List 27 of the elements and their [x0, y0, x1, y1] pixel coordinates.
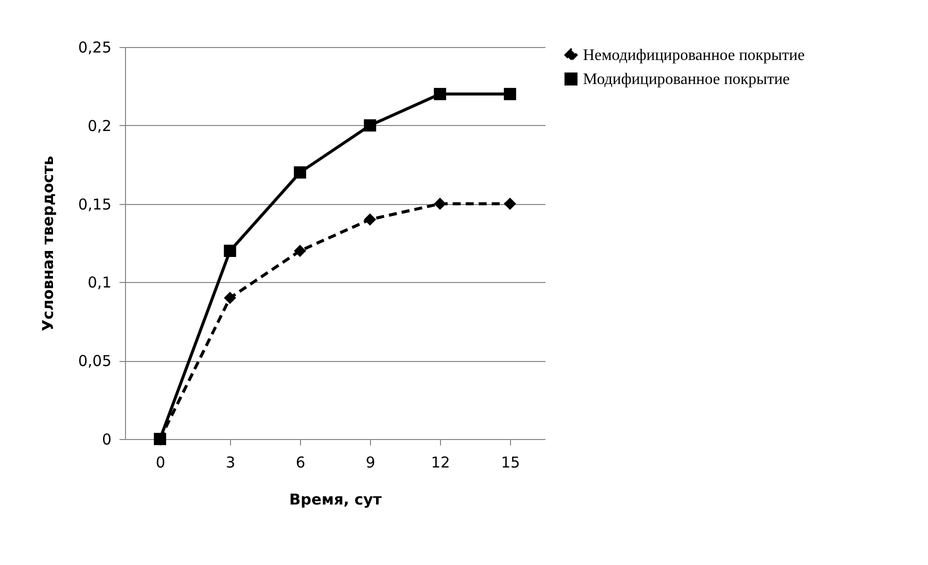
- point: [504, 198, 516, 210]
- x-tick-label: 15: [500, 454, 520, 472]
- point: [434, 198, 446, 210]
- x-tick-label: 3: [226, 454, 236, 472]
- x-tick-label: 12: [430, 454, 450, 472]
- x-axis-title: Время, сут: [289, 490, 382, 508]
- legend-label: Модифицированное покрытие: [583, 71, 790, 88]
- legend-label: Немодифицированное покрытие: [583, 47, 805, 64]
- x-tick-label: 0: [156, 454, 166, 472]
- point: [364, 213, 376, 226]
- point: [224, 244, 236, 257]
- y-tick-label: 0: [102, 430, 112, 448]
- y-tick-label: 0,15: [78, 195, 112, 214]
- y-tick-label: 0,1: [88, 274, 112, 292]
- y-tick-label: 0,05: [78, 352, 112, 370]
- point: [224, 292, 236, 304]
- y-axis-title: Условная твердость: [39, 156, 58, 332]
- y-tick-label: 0,2: [88, 116, 112, 135]
- point: [364, 119, 376, 132]
- point: [294, 166, 306, 179]
- point: [154, 432, 166, 446]
- x-tick-label: 9: [366, 454, 376, 472]
- point: [504, 88, 516, 100]
- point: [434, 88, 446, 100]
- x-tick-label: 6: [296, 454, 306, 472]
- point: [294, 244, 306, 257]
- y-tick-label: 0,25: [78, 38, 112, 56]
